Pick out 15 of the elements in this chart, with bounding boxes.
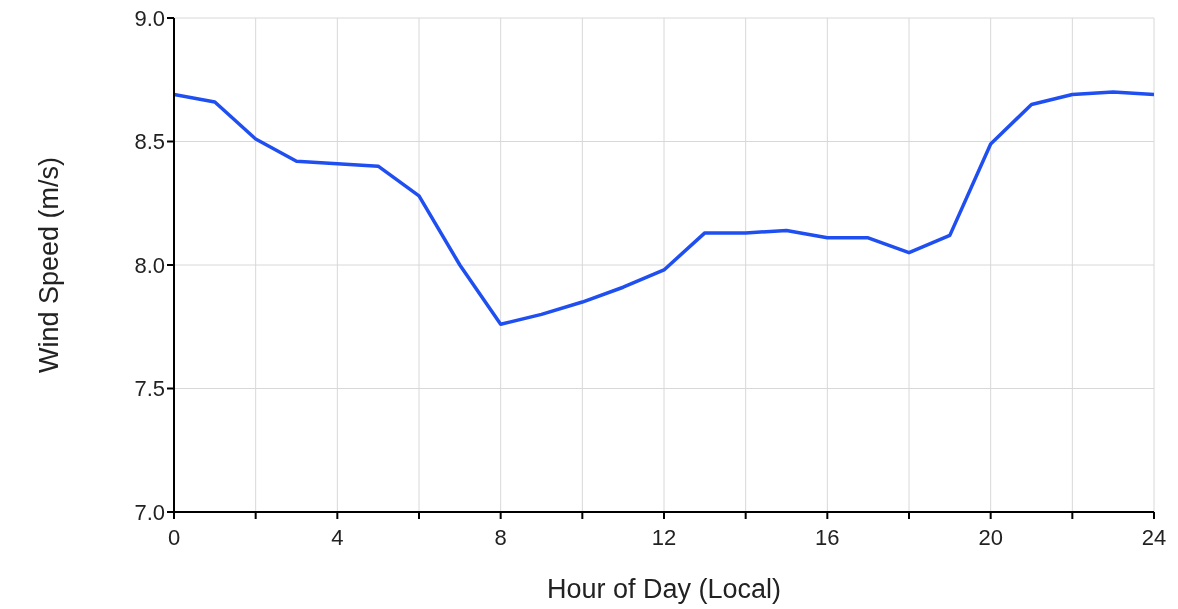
y-tick-label: 9.0 — [134, 5, 165, 31]
y-tick-label: 8.0 — [134, 252, 165, 278]
x-tick-label: 4 — [331, 525, 344, 550]
x-tick-label: 12 — [651, 525, 677, 550]
x-tick-label: 16 — [815, 525, 840, 550]
x-axis-title: Hour of Day (Local) — [546, 574, 782, 604]
x-tick-label: 24 — [1141, 525, 1167, 550]
x-tick-label: 0 — [167, 525, 181, 550]
line-series — [174, 90, 1154, 327]
x-tick-label: 8 — [494, 525, 507, 550]
y-tick-label: 7.5 — [134, 376, 165, 402]
y-axis-title: Wind Speed (m/s) — [33, 156, 64, 374]
y-tick-label: 8.5 — [134, 129, 165, 155]
y-tick-label: 7.0 — [134, 499, 165, 525]
x-tick-label: 20 — [978, 525, 1003, 550]
